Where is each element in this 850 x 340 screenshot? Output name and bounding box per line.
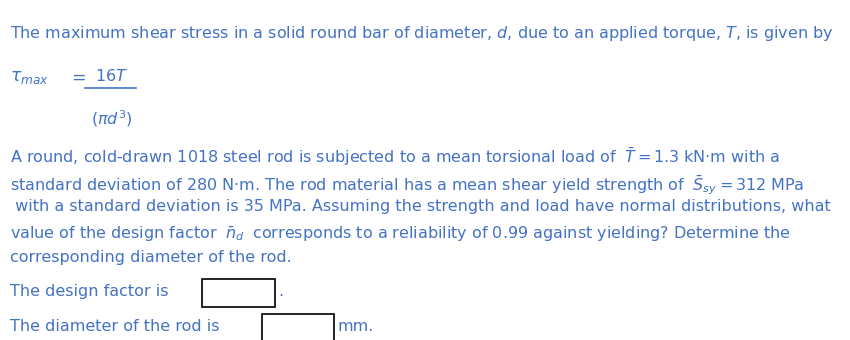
- Text: value of the design factor $\;\bar{n}_d\;$ corresponds to a reliability of 0.99 : value of the design factor $\;\bar{n}_d\…: [10, 224, 791, 244]
- Text: mm.: mm.: [337, 319, 374, 334]
- Text: The diameter of the rod is: The diameter of the rod is: [10, 319, 219, 334]
- Bar: [262, 314, 334, 340]
- Text: .: .: [278, 284, 283, 299]
- Bar: [202, 279, 275, 307]
- Text: The design factor is: The design factor is: [10, 284, 168, 299]
- Text: standard deviation of 280 N$\cdot$m. The rod material has a mean shear yield str: standard deviation of 280 N$\cdot$m. The…: [10, 173, 804, 197]
- Text: corresponding diameter of the rod.: corresponding diameter of the rod.: [10, 250, 292, 265]
- Text: $(\pi d^3)$: $(\pi d^3)$: [91, 109, 133, 130]
- Text: $=$: $=$: [68, 68, 86, 86]
- Text: $16T$: $16T$: [95, 68, 128, 84]
- Text: A round, cold-drawn 1018 steel rod is subjected to a mean torsional load of $\;\: A round, cold-drawn 1018 steel rod is su…: [10, 146, 780, 168]
- Text: $\tau_{max}$: $\tau_{max}$: [10, 68, 49, 86]
- Text: The maximum shear stress in a solid round bar of diameter, $d$, due to an applie: The maximum shear stress in a solid roun…: [10, 24, 834, 43]
- Text: with a standard deviation is 35 MPa. Assuming the strength and load have normal : with a standard deviation is 35 MPa. Ass…: [10, 199, 831, 214]
